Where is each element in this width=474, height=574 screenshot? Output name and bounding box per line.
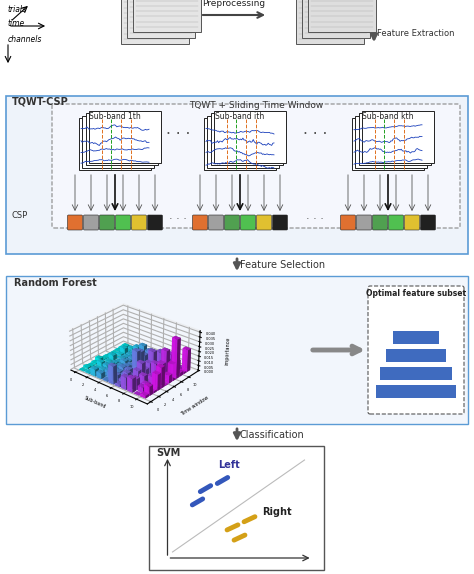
Bar	[302, 0, 370, 38]
Bar	[352, 118, 424, 170]
Bar	[204, 118, 276, 170]
FancyBboxPatch shape	[52, 104, 460, 228]
FancyBboxPatch shape	[131, 215, 146, 230]
FancyBboxPatch shape	[404, 215, 419, 230]
Text: Preprocessing: Preprocessing	[202, 0, 265, 8]
Bar	[363, 111, 435, 162]
Text: Classification: Classification	[240, 430, 305, 440]
Text: Random Forest: Random Forest	[14, 278, 97, 288]
Text: Sub-band 1th: Sub-band 1th	[89, 112, 141, 121]
Text: Optimal feature subset: Optimal feature subset	[366, 289, 466, 298]
FancyBboxPatch shape	[389, 215, 403, 230]
FancyBboxPatch shape	[240, 215, 255, 230]
Bar	[86, 113, 158, 165]
Text: Feature Selection: Feature Selection	[240, 260, 325, 270]
Bar	[296, 0, 364, 44]
Bar	[208, 115, 280, 168]
Bar	[82, 115, 155, 168]
FancyBboxPatch shape	[368, 286, 464, 414]
FancyBboxPatch shape	[340, 215, 356, 230]
FancyBboxPatch shape	[420, 215, 436, 230]
FancyBboxPatch shape	[100, 215, 115, 230]
FancyBboxPatch shape	[256, 215, 272, 230]
Text: TQWT + Sliding Time Window: TQWT + Sliding Time Window	[189, 101, 323, 110]
Bar	[121, 0, 189, 44]
Bar	[393, 331, 439, 344]
FancyBboxPatch shape	[147, 215, 163, 230]
Text: Right: Right	[262, 507, 292, 517]
Text: trials: trials	[8, 5, 27, 14]
Text: · · ·: · · ·	[303, 127, 327, 142]
FancyBboxPatch shape	[356, 215, 372, 230]
Bar	[375, 385, 456, 398]
FancyBboxPatch shape	[209, 215, 224, 230]
Text: Feature Extraction: Feature Extraction	[377, 29, 455, 38]
Text: channels: channels	[8, 35, 42, 44]
Bar	[386, 349, 446, 362]
Text: TQWT-CSP: TQWT-CSP	[12, 97, 69, 107]
Text: CSP: CSP	[12, 211, 28, 220]
FancyBboxPatch shape	[225, 215, 239, 230]
Bar	[149, 446, 325, 570]
FancyBboxPatch shape	[192, 215, 208, 230]
Text: SVM: SVM	[156, 448, 181, 458]
Bar	[359, 113, 431, 165]
FancyBboxPatch shape	[373, 215, 388, 230]
Text: · · ·: · · ·	[169, 215, 187, 224]
Bar	[215, 111, 286, 162]
Bar	[127, 0, 195, 38]
Bar	[90, 111, 162, 162]
Text: time: time	[8, 19, 25, 28]
FancyBboxPatch shape	[273, 215, 288, 230]
Bar	[308, 0, 376, 32]
Bar	[6, 96, 468, 254]
FancyBboxPatch shape	[116, 215, 130, 230]
X-axis label: Sub-band: Sub-band	[83, 395, 107, 410]
Bar	[356, 115, 428, 168]
Bar	[211, 113, 283, 165]
Text: · · ·: · · ·	[166, 127, 190, 142]
Bar	[380, 367, 452, 380]
Bar	[133, 0, 201, 32]
FancyBboxPatch shape	[83, 215, 99, 230]
Bar	[79, 118, 151, 170]
Text: Sub-band ith: Sub-band ith	[215, 112, 264, 121]
Text: Sub-band kth: Sub-band kth	[362, 112, 414, 121]
FancyBboxPatch shape	[67, 215, 82, 230]
Bar	[6, 276, 468, 424]
Y-axis label: Time window: Time window	[180, 395, 210, 417]
Text: · · ·: · · ·	[306, 215, 324, 224]
Text: Left: Left	[218, 460, 240, 470]
